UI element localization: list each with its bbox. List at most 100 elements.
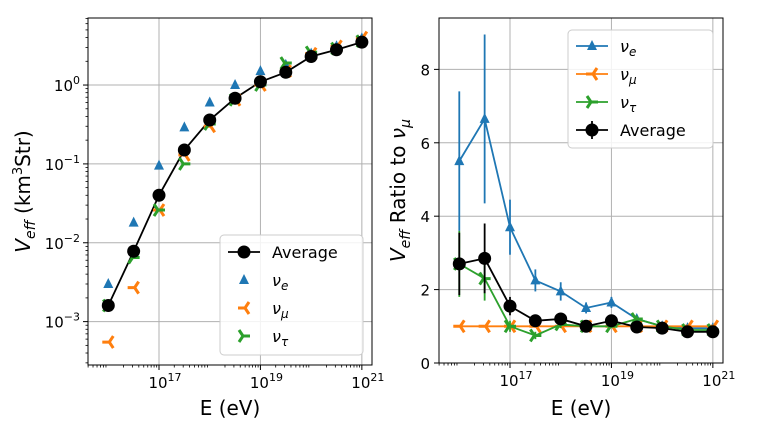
left-legend-marker: [237, 329, 250, 343]
left-point-Average: [355, 35, 369, 49]
left-legend-label: Average: [272, 243, 338, 262]
right-series-Average: [452, 223, 720, 339]
right-y-tick-label: 6: [420, 135, 430, 153]
left-legend-label: ντ: [272, 327, 289, 349]
left-y-tick-label: 100: [54, 74, 80, 95]
right-legend-label: νe: [620, 37, 636, 59]
right-legend-label-part-0: ν: [620, 37, 629, 56]
right-point-e: [530, 274, 541, 285]
right-y-axis-label-part-1: eff: [398, 228, 414, 249]
right-point-Average: [706, 325, 720, 339]
right-legend-marker: [585, 95, 598, 109]
right-x-axis-label-part-0: E (eV): [551, 396, 612, 420]
right-legend-marker: [585, 123, 599, 137]
right-legend-label: νμ: [620, 65, 637, 87]
right-point-τ: [503, 319, 516, 334]
right-y-tick-label: 8: [420, 61, 430, 79]
left-x-tick-label: 1017: [148, 371, 181, 392]
right-point-e: [505, 221, 515, 232]
left-x-tick-label-part-1: 19: [269, 371, 283, 384]
right-legend-marker: [586, 67, 599, 81]
right-x-tick-label-part-0: 10: [601, 372, 620, 390]
right-legend-box: [567, 29, 714, 149]
left-y-axis-label-part-1: eff: [23, 218, 39, 239]
right-legend-label-part-1: μ: [628, 73, 637, 87]
left-point-e: [204, 96, 215, 107]
right-point-e: [454, 155, 465, 166]
left-point-Average: [304, 50, 318, 64]
left-legend-label-part-0: ν: [272, 271, 281, 290]
right-point-Average: [503, 299, 517, 313]
right-y-tick-label-part-0: 4: [420, 208, 430, 226]
left-legend-marker: [237, 245, 251, 259]
right-x-tick-label-part-1: 17: [519, 369, 533, 382]
right-y-tick-label-part-0: 0: [420, 355, 430, 373]
left-point-e: [103, 277, 114, 288]
right-y-axis-label-part-4: μ: [398, 119, 414, 129]
right-legend-marker: [587, 40, 597, 50]
right-point-Average: [452, 257, 466, 271]
left-point-Average: [330, 43, 343, 57]
right-point-μ: [453, 319, 466, 334]
left-point-μ: [102, 335, 115, 349]
left-point-Average: [101, 299, 115, 313]
right-point-Average: [655, 321, 669, 335]
right-point-Average: [604, 314, 618, 328]
right-y-tick-label: 0: [420, 355, 430, 373]
right-point-e: [581, 301, 592, 312]
left-point-e: [128, 216, 139, 227]
left-y-tick-label: 10−3: [45, 311, 80, 332]
left-x-axis-label: E (eV): [200, 396, 261, 420]
right-legend-label-part-0: ν: [620, 93, 629, 112]
right-y-tick-label: 2: [420, 282, 430, 300]
left-legend-label-part-0: ν: [272, 327, 281, 346]
left-legend-marker: [238, 301, 251, 315]
left-x-tick-label-part-1: 21: [370, 371, 384, 384]
right-point-Average: [478, 251, 492, 265]
left-point-Average: [279, 65, 293, 79]
right-x-tick-label-part-1: 21: [721, 369, 735, 382]
right-point-e: [606, 296, 617, 307]
right-x-tick-label: 1019: [601, 369, 634, 390]
left-legend-marker: [239, 274, 249, 284]
left-x-tick-label: 1021: [351, 371, 384, 392]
right-y-axis-label-part-0: V: [386, 247, 410, 262]
left-point-Average: [228, 91, 242, 105]
right-x-tick-label-part-0: 10: [702, 372, 721, 390]
right-point-Average: [630, 320, 644, 334]
left-y-tick-label-part-1: −3: [64, 311, 80, 324]
left-x-tick-label-part-0: 10: [250, 374, 269, 392]
left-point-μ: [127, 280, 140, 295]
left-y-tick-label-part-1: −2: [64, 232, 80, 245]
left-legend-label-part-0: Average: [272, 243, 338, 262]
left-y-tick-label-part-0: 10: [54, 77, 73, 95]
left-series-Average: [101, 35, 369, 313]
right-point-Average: [528, 314, 542, 328]
right-point-e: [555, 285, 566, 296]
right-legend-label-part-0: Average: [620, 121, 686, 140]
left-y-axis-label-part-4: Str): [11, 130, 35, 167]
left-y-axis-label-part-3: 3: [11, 167, 26, 175]
left-y-tick-label: 10−1: [45, 153, 80, 174]
left-legend-label-part-1: τ: [281, 335, 289, 349]
left-point-e: [230, 79, 241, 90]
right-point-Average: [579, 319, 593, 333]
left-point-Average: [152, 188, 166, 202]
left-point-e: [154, 159, 164, 170]
right-legend-label-part-0: ν: [620, 65, 629, 84]
right-x-axis-label: E (eV): [551, 396, 612, 420]
right-legend-label: ντ: [620, 93, 637, 115]
left-y-axis-label-part-2: (km: [11, 175, 35, 220]
right-x-tick-label: 1021: [702, 369, 735, 390]
right-y-tick-label-part-0: 2: [420, 282, 430, 300]
left-legend-label: νe: [272, 271, 288, 293]
right-x-tick-label-part-1: 19: [620, 369, 634, 382]
left-point-Average: [127, 244, 141, 258]
left-point-e: [179, 121, 190, 132]
right-legend-label-part-1: τ: [629, 101, 637, 115]
